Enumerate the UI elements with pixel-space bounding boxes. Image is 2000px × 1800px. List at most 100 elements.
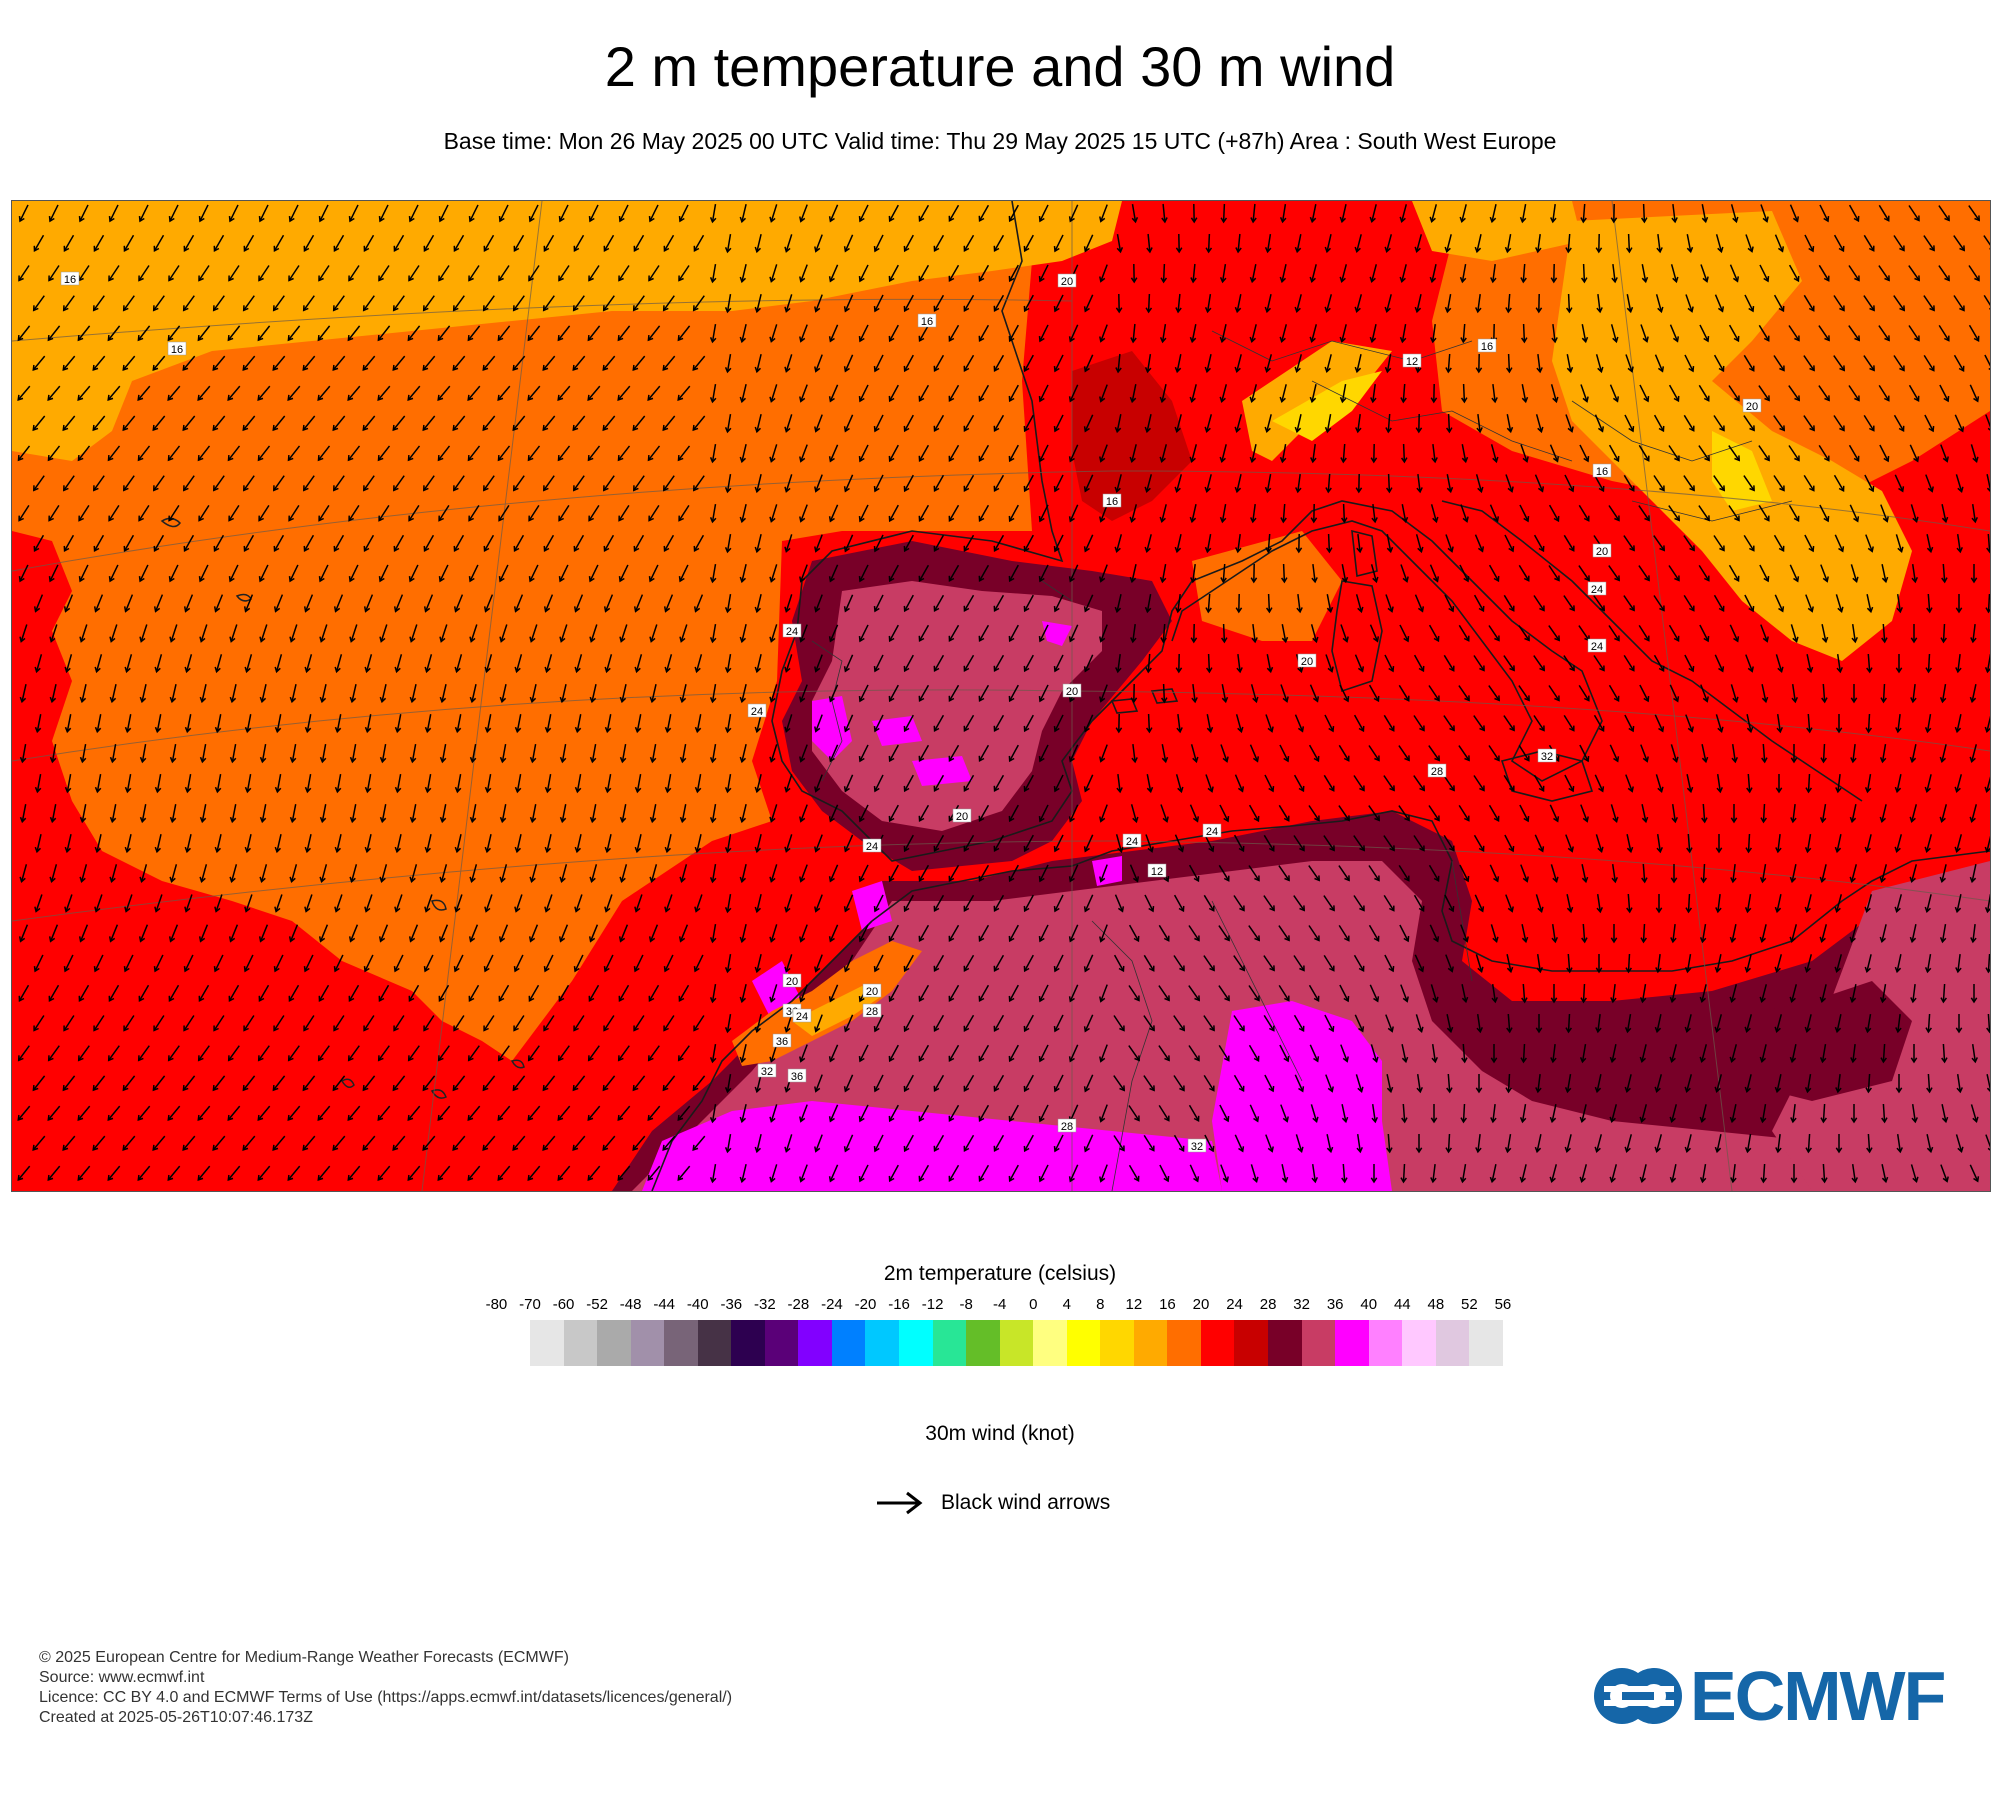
wind-arrow (1837, 774, 1841, 792)
forecast-map[interactable]: 16 16 16 20 16 12 16 20 16 20 24 20 24 24 20 24 32 20 24 24… (11, 200, 1991, 1192)
wind-arrow-head (317, 335, 324, 342)
wind-arrow-head (1159, 516, 1166, 524)
wind-arrow (1115, 534, 1123, 552)
wind-arrow-head (1729, 1056, 1736, 1064)
wind-arrow-head (182, 305, 189, 312)
wind-arrow (617, 325, 631, 341)
wind-arrow (711, 1163, 717, 1183)
wind-arrow-head (1083, 246, 1090, 253)
wind-arrow (1833, 234, 1845, 252)
wind-arrow (393, 295, 405, 311)
wind-arrow (1160, 444, 1168, 462)
wind-arrow-head (213, 966, 220, 973)
wind-arrow-head (888, 935, 895, 943)
wind-arrow-head (1129, 516, 1136, 524)
wind-arrow (1953, 295, 1965, 311)
wind-arrow (785, 1134, 793, 1152)
wind-arrow-head (1434, 755, 1441, 762)
wind-arrow (197, 325, 211, 341)
wind-arrow (306, 714, 312, 732)
wind-arrow-head (1445, 367, 1452, 374)
wind-arrow-head (799, 1116, 806, 1123)
wind-arrow-head (709, 877, 717, 884)
wind-arrow (741, 444, 747, 462)
wind-arrow-head (1144, 486, 1151, 494)
wind-arrow-head (1208, 846, 1215, 853)
wind-arrow (1564, 474, 1574, 492)
wind-arrow-head (1778, 305, 1785, 313)
wind-arrow (1506, 954, 1512, 972)
wind-arrow-head (1972, 1116, 1979, 1123)
wind-arrow (1701, 744, 1707, 762)
wind-arrow-head (1941, 1116, 1949, 1124)
wind-arrow (137, 1105, 151, 1121)
wind-arrow-head (1643, 455, 1650, 462)
wind-arrow-head (888, 335, 895, 343)
wind-arrow (978, 444, 990, 462)
wind-arrow (362, 415, 376, 431)
wind-arrow-head (109, 876, 116, 884)
wind-arrow (1941, 504, 1947, 522)
wind-arrow (1955, 474, 1963, 492)
wind-arrow-head (33, 545, 40, 553)
wind-arrow-head (392, 364, 399, 371)
colorbar-swatch (1335, 1320, 1369, 1366)
wind-arrow (1054, 534, 1064, 552)
wind-arrow-head (784, 726, 791, 733)
wind-arrow (741, 1164, 747, 1182)
wind-arrow (347, 325, 361, 341)
wind-arrow (260, 624, 268, 642)
wind-arrow-head (754, 726, 762, 734)
wind-arrow-head (1553, 515, 1560, 523)
wind-arrow (198, 1045, 210, 1061)
wind-arrow-head (499, 696, 507, 704)
wind-arrow-head (873, 306, 880, 313)
wind-arrow-head (437, 1174, 444, 1181)
wind-arrow (107, 1165, 121, 1181)
wind-arrow-head (618, 995, 625, 1003)
wind-arrow (1968, 205, 1980, 221)
wind-arrow (557, 1165, 571, 1181)
wind-arrow-head (1008, 335, 1015, 343)
wind-arrow-head (454, 666, 461, 674)
wind-arrow-head (1971, 1057, 1978, 1064)
wind-arrow-head (1611, 277, 1618, 284)
wind-arrow-head (1083, 1086, 1090, 1093)
wind-arrow (859, 564, 869, 582)
wind-arrow-head (1038, 756, 1045, 763)
wind-arrow-head (1733, 575, 1740, 583)
wind-arrow (336, 714, 342, 732)
wind-arrow (229, 204, 239, 222)
wind-arrow (33, 1015, 45, 1031)
wind-arrow (1221, 684, 1227, 702)
wind-arrow-head (1774, 906, 1782, 914)
wind-arrow-head (589, 876, 596, 884)
wind-arrow-head (1763, 515, 1770, 522)
wind-arrow (1852, 744, 1856, 762)
wind-arrow-head (1385, 427, 1392, 434)
wind-arrow (302, 355, 316, 371)
wind-arrow (1129, 864, 1139, 882)
wind-arrow (48, 504, 60, 522)
wind-arrow (198, 984, 210, 1002)
wind-arrow (1534, 834, 1544, 852)
wind-arrow-head (1865, 1087, 1873, 1094)
wind-arrow (1715, 1014, 1723, 1032)
wind-arrow (1563, 655, 1575, 671)
wind-arrow-head (469, 696, 477, 704)
wind-arrow (1206, 533, 1212, 553)
wind-arrow (800, 1104, 808, 1122)
wind-arrow (859, 804, 869, 822)
wind-arrow (1355, 594, 1363, 612)
wind-arrow-head (393, 245, 400, 253)
wind-arrow (678, 1045, 690, 1061)
wind-arrow (829, 864, 839, 882)
wind-arrow-head (903, 965, 910, 973)
wind-arrow (79, 564, 89, 582)
wind-arrow-head (1131, 757, 1138, 764)
wind-arrow (36, 714, 42, 732)
wind-arrow-head (1430, 1117, 1438, 1124)
wind-arrow (1927, 653, 1931, 673)
wind-arrow (77, 325, 91, 341)
wind-arrow (978, 804, 990, 822)
